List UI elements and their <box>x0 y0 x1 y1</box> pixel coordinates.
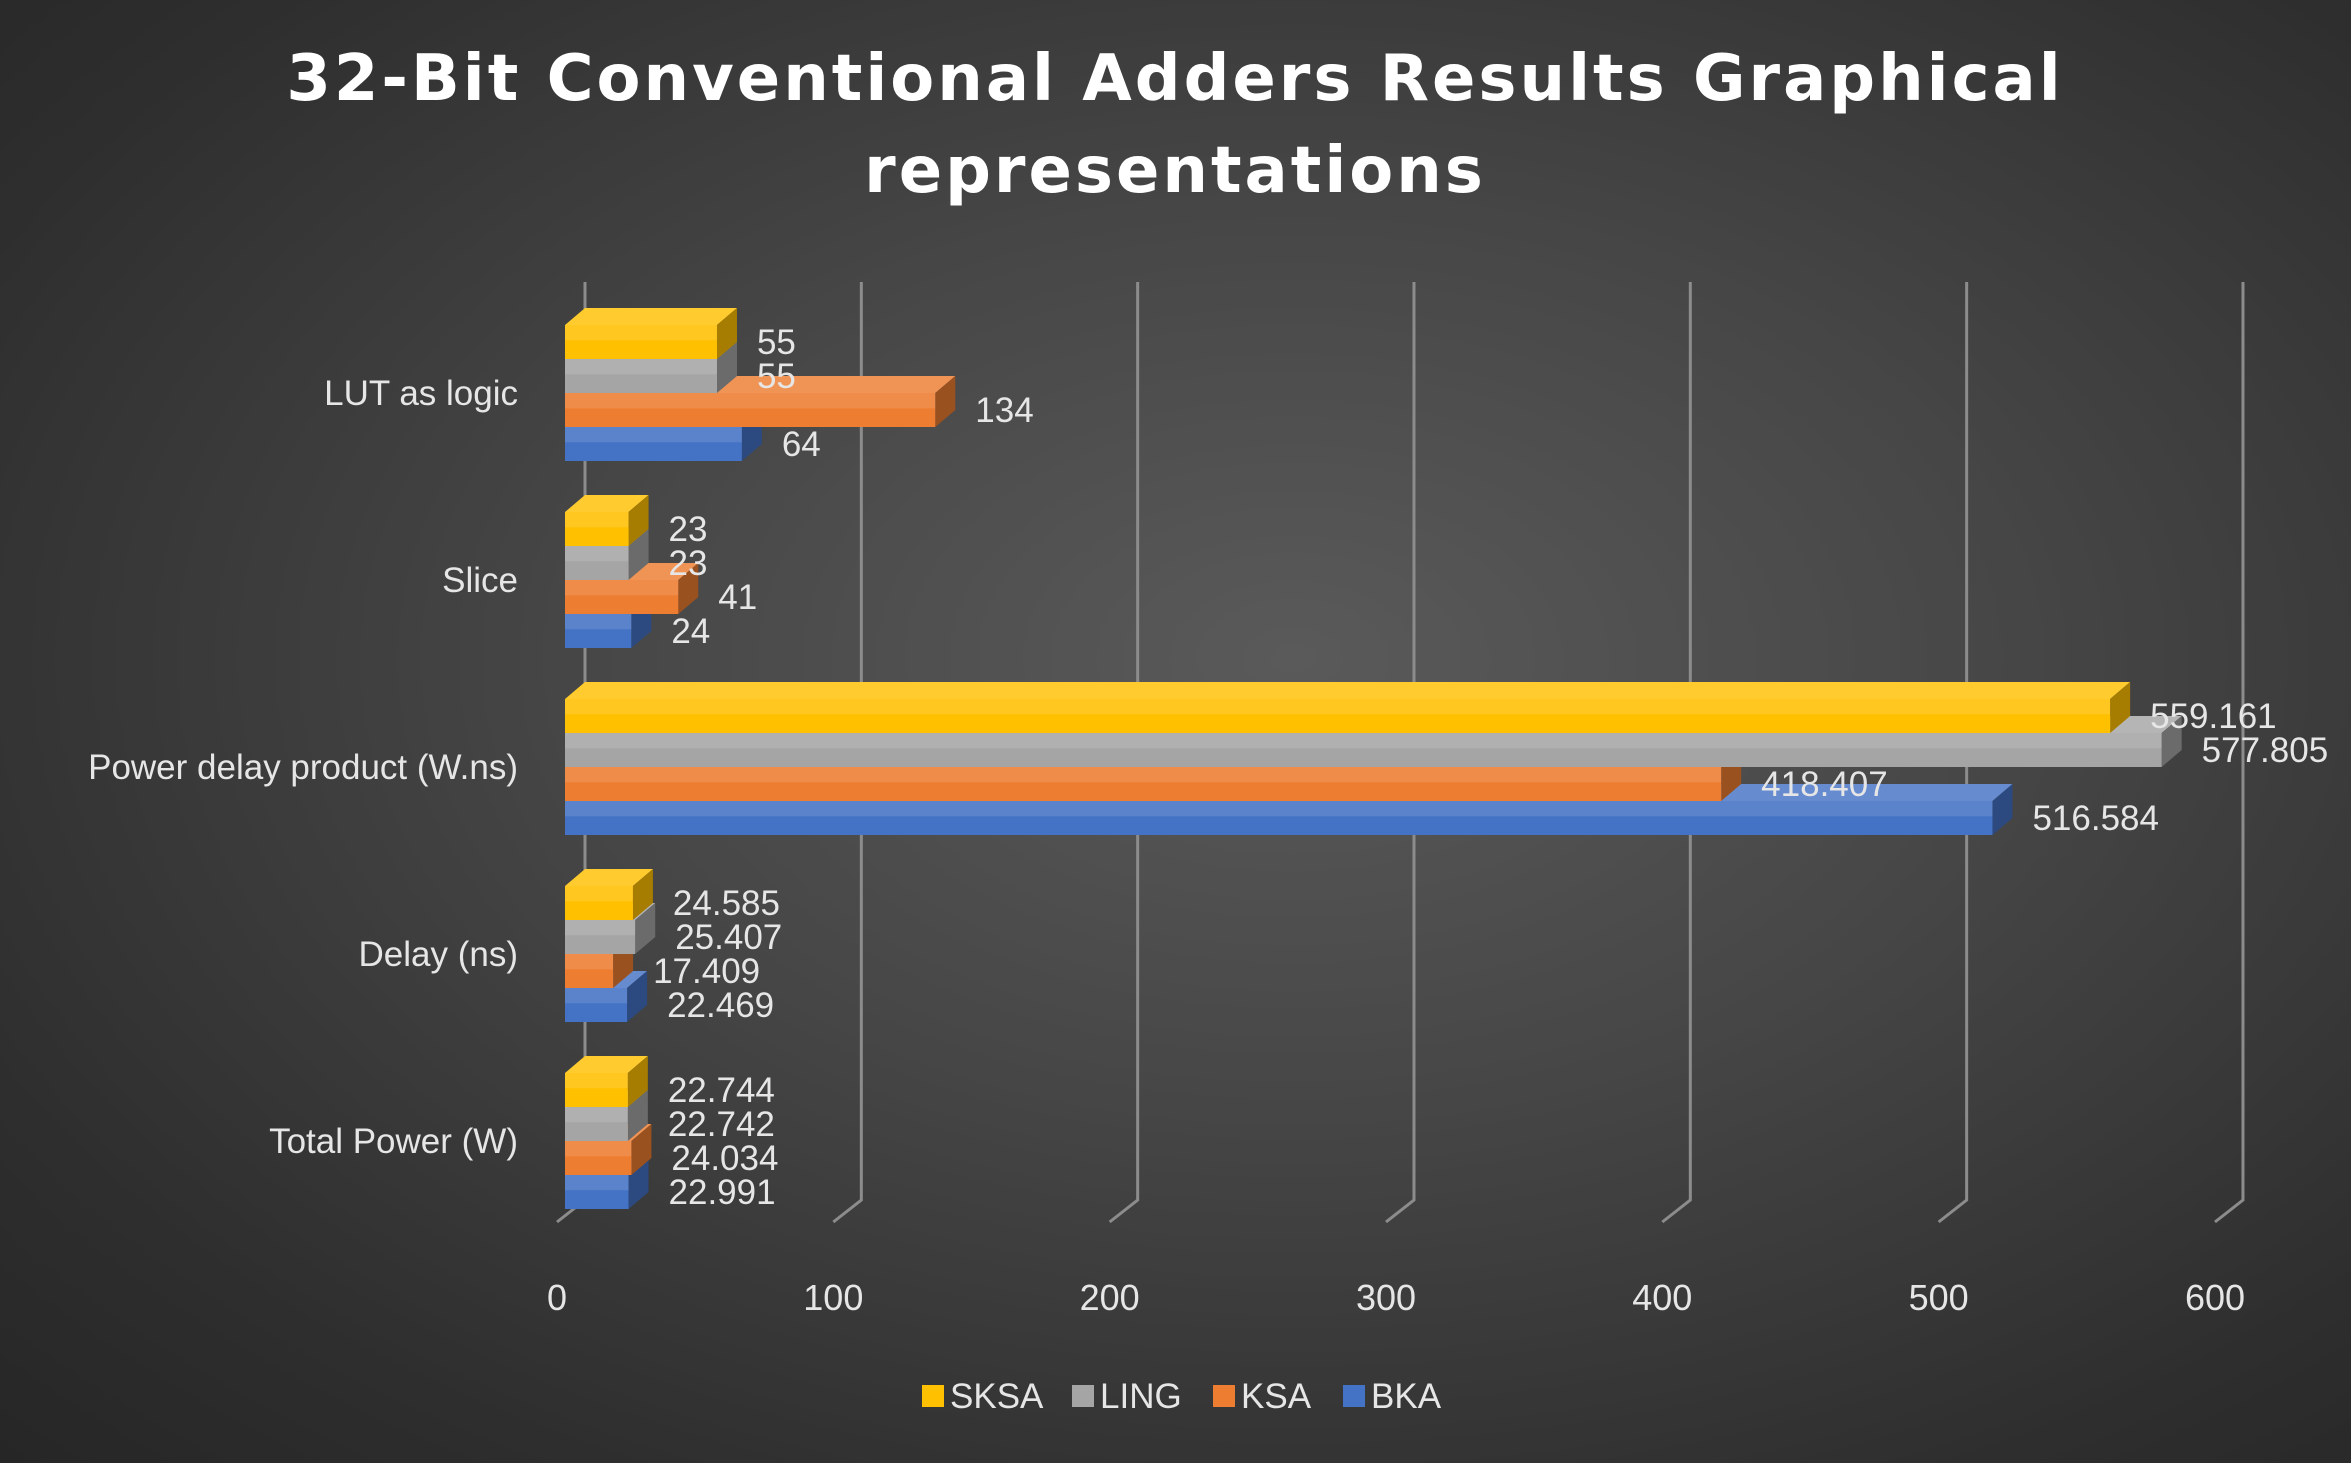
data-label: 24.585 <box>673 884 780 923</box>
x-tick-label: 200 <box>1080 1277 1140 1318</box>
data-label: 55 <box>757 323 796 362</box>
data-label: 22.469 <box>667 986 774 1025</box>
x-tick-label: 400 <box>1632 1277 1692 1318</box>
data-label: 23 <box>669 544 708 583</box>
legend-item-sksa: SKSA <box>922 1377 1044 1416</box>
legend-label: BKA <box>1371 1377 1442 1416</box>
data-label: 23 <box>669 510 708 549</box>
data-label: 418.407 <box>1761 765 1888 804</box>
x-tick-label: 500 <box>1909 1277 1969 1318</box>
data-label: 22.744 <box>668 1071 775 1110</box>
bar-sksa <box>565 682 2131 733</box>
category-labels: LUT as logic Slice Power delay product (W.… <box>88 374 518 1161</box>
legend-item-ling: LING <box>1072 1377 1182 1416</box>
legend-swatch <box>1213 1385 1235 1407</box>
data-label: 577.805 <box>2202 731 2329 770</box>
bar-sksa <box>565 1056 648 1107</box>
data-label: 25.407 <box>675 918 782 957</box>
bar-sksa <box>565 308 737 359</box>
gridline <box>1937 282 1969 1224</box>
legend-label: LING <box>1100 1377 1182 1416</box>
legend-swatch <box>922 1385 944 1407</box>
bar-sksa <box>565 495 649 546</box>
x-tick-label: 300 <box>1356 1277 1416 1318</box>
gridlines <box>556 282 2245 1224</box>
legend-label: KSA <box>1241 1377 1312 1416</box>
category-label: Total Power (W) <box>269 1122 518 1161</box>
bar-sksa <box>565 869 653 920</box>
x-tick-label: 600 <box>2185 1277 2245 1318</box>
bar-bka <box>565 1158 649 1209</box>
data-label: 55 <box>757 357 796 396</box>
data-label: 41 <box>718 578 757 617</box>
legend: SKSA LING KSA BKA <box>922 1377 1442 1416</box>
data-label: 64 <box>782 425 821 464</box>
gridline <box>832 282 863 1224</box>
gridline <box>1385 282 1416 1224</box>
data-label: 134 <box>975 391 1033 430</box>
data-label: 24.034 <box>671 1139 778 1178</box>
data-label: 22.991 <box>669 1173 776 1212</box>
chart-title-line-2: representations <box>864 134 1486 208</box>
x-tick-label: 100 <box>803 1277 863 1318</box>
category-label: LUT as logic <box>324 374 518 413</box>
data-label: 17.409 <box>653 952 760 991</box>
legend-label: SKSA <box>950 1377 1044 1416</box>
data-label: 516.584 <box>2032 799 2159 838</box>
x-tick-label: 0 <box>547 1277 567 1318</box>
data-label: 559.161 <box>2150 697 2277 736</box>
bars <box>565 308 2182 1209</box>
category-label: Slice <box>442 561 518 600</box>
data-label: 22.742 <box>668 1105 775 1144</box>
category-label: Delay (ns) <box>359 935 518 974</box>
legend-item-ksa: KSA <box>1213 1377 1312 1416</box>
gridline <box>2214 282 2245 1224</box>
legend-swatch <box>1343 1385 1365 1407</box>
gridline <box>1661 282 1692 1224</box>
legend-item-bka: BKA <box>1343 1377 1442 1416</box>
data-label: 24 <box>671 612 710 651</box>
chart-title-line-1: 32-Bit Conventional Adders Results Graph… <box>286 42 2063 116</box>
x-axis-ticks: 0 100 200 300 400 500 600 <box>547 1277 2245 1318</box>
legend-swatch <box>1072 1385 1094 1407</box>
category-label: Power delay product (W.ns) <box>88 748 518 787</box>
gridline <box>1108 282 1140 1224</box>
